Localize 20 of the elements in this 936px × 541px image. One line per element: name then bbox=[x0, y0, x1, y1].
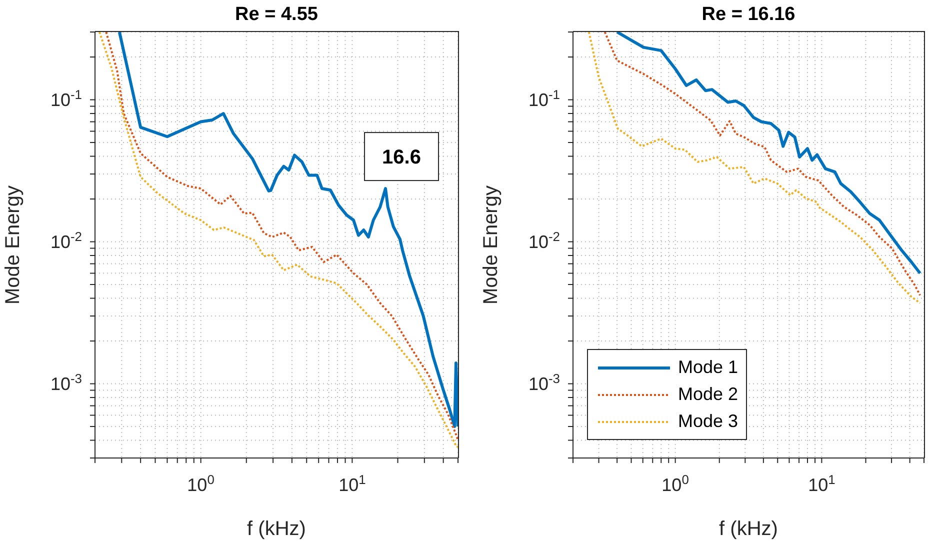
x-tick-label: 10$^{1}$ bbox=[808, 472, 836, 495]
chart-title: Re = 4.55 bbox=[234, 4, 319, 26]
y-tick-label: 10$^{-1}$ bbox=[50, 86, 82, 110]
y-tick-label: 10$^{-2}$ bbox=[528, 228, 560, 252]
y-tick-label: 10$^{-3}$ bbox=[528, 370, 560, 394]
x-tick-label: 10$^{1}$ bbox=[338, 472, 366, 495]
y-tick-label: 10$^{-1}$ bbox=[528, 86, 560, 110]
y-axis-title: Mode Energy bbox=[480, 186, 502, 304]
x-tick-label: 10$^{0}$ bbox=[662, 472, 689, 495]
x-axis-title: f (kHz) bbox=[247, 518, 306, 540]
y-axis-title: Mode Energy bbox=[2, 186, 24, 304]
y-tick-label: 10$^{-3}$ bbox=[50, 370, 82, 394]
chart-title: Re = 16.16 bbox=[700, 4, 796, 26]
x-axis-title: f (kHz) bbox=[719, 518, 778, 540]
legend-label: Mode 3 bbox=[678, 411, 738, 432]
legend-label: Mode 1 bbox=[678, 357, 738, 378]
annotation: 16.6 bbox=[382, 146, 421, 169]
y-tick-label: 10$^{-2}$ bbox=[50, 228, 82, 252]
legend-label: Mode 2 bbox=[678, 384, 738, 405]
x-tick-label: 10$^{0}$ bbox=[187, 472, 214, 495]
